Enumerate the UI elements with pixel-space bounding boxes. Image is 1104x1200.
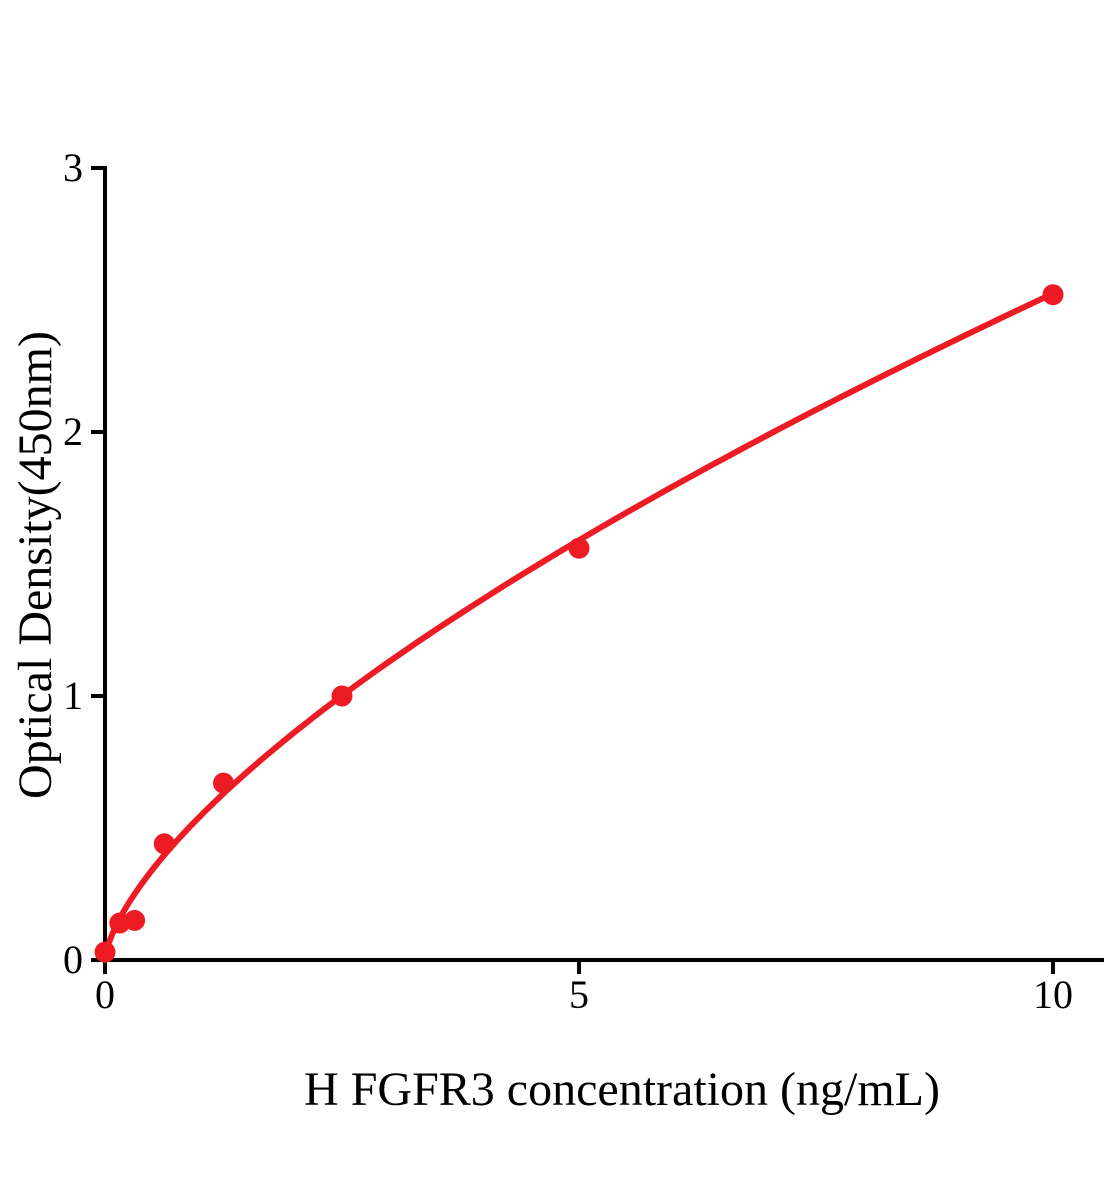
data-point [124, 909, 146, 931]
data-point [331, 685, 353, 707]
x-axis-title: H FGFR3 concentration (ng/mL) [304, 1063, 940, 1116]
data-point [94, 941, 116, 963]
y-tick-label: 3 [63, 145, 83, 190]
data-point [213, 772, 234, 794]
y-axis-title: Optical Density(450nm) [9, 331, 62, 799]
y-tick-label: 2 [63, 409, 83, 454]
data-point [1042, 284, 1064, 306]
fit-curve [102, 290, 1056, 963]
x-tick-label: 10 [1033, 972, 1073, 1017]
data-point [568, 537, 590, 559]
x-tick-label: 0 [95, 972, 115, 1017]
y-tick-label: 1 [63, 673, 83, 718]
y-tick-label: 0 [63, 937, 83, 982]
x-tick-label: 5 [569, 972, 589, 1017]
data-point [153, 833, 175, 855]
